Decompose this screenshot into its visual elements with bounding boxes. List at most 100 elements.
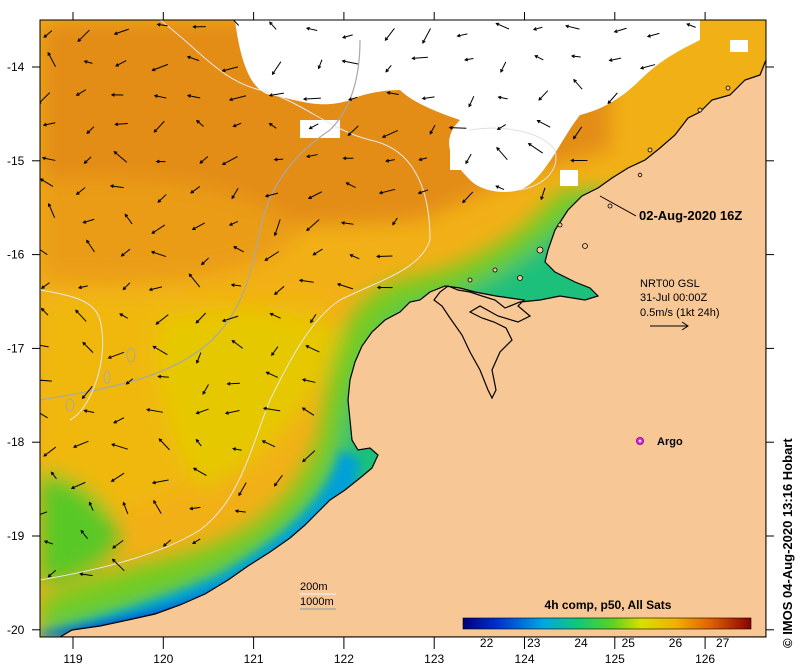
colorbar-tick-label: 22: [480, 636, 494, 650]
current-vector: [42, 122, 56, 127]
current-vector: [157, 194, 167, 203]
current-vector: [81, 385, 93, 400]
current-vector: [151, 224, 166, 234]
current-vector: [40, 282, 50, 289]
y-tick-label: -14: [7, 60, 25, 74]
current-vector: [119, 313, 128, 319]
current-vector: [342, 156, 354, 161]
current-vector: [200, 257, 210, 266]
current-vector: [273, 474, 283, 487]
current-vector: [83, 156, 92, 164]
kimberley-coast-land: [58, 59, 766, 637]
current-vector: [47, 202, 56, 219]
colorbar-ticks: 22 23 24 25 26 27: [480, 636, 730, 650]
current-vector: [306, 154, 318, 159]
current-vector: [527, 142, 543, 154]
colorbar-title: 4h comp, p50, All Sats: [545, 598, 672, 612]
credit-label: © IMOS 04-Aug-2020 13:16 Hobart: [780, 438, 795, 648]
current-vector: [261, 440, 276, 448]
current-vector: [190, 186, 201, 194]
current-vector: [613, 27, 627, 33]
current-vector: [195, 408, 209, 415]
current-vector: [386, 91, 399, 96]
current-vector: [301, 407, 315, 416]
current-vector: [234, 509, 246, 514]
current-vector: [221, 315, 239, 323]
current-vector: [120, 248, 131, 257]
current-vector: [122, 501, 129, 515]
current-vector: [238, 482, 247, 497]
current-vector: [192, 24, 206, 29]
current-vector: [192, 467, 207, 477]
current-vector: [429, 124, 436, 135]
x-tick-label: 119: [63, 652, 82, 666]
current-vector: [77, 29, 90, 43]
current-vector: [196, 119, 204, 127]
current-vector: [341, 34, 353, 39]
current-vector: [43, 540, 54, 545]
current-vector: [536, 119, 551, 128]
current-vector: [464, 57, 474, 62]
y-tick-label: -19: [7, 529, 25, 543]
current-vector: [310, 313, 317, 324]
coastal-islands: [467, 85, 731, 283]
current-vector: [500, 61, 507, 73]
current-vector: [40, 178, 54, 187]
current-vector: [273, 219, 281, 237]
current-vector: [418, 157, 428, 162]
y-axis: -14 -15 -16 -17 -18 -19 -20: [7, 60, 774, 637]
current-vector: [532, 26, 543, 31]
current-vector: [75, 309, 87, 322]
current-vector: [199, 156, 209, 164]
scale-arrow: [650, 321, 689, 331]
argo-label: Argo: [657, 436, 683, 448]
current-vector: [148, 286, 163, 292]
current-vector: [570, 54, 581, 59]
depth-legend-1000m: 1000m: [300, 596, 334, 608]
current-vector: [421, 96, 435, 101]
current-vector: [111, 443, 128, 450]
current-vector: [273, 285, 285, 296]
current-vector: [307, 191, 323, 199]
contour-west: [40, 289, 104, 421]
map-frame: [39, 19, 767, 638]
current-info-line-1: NRT00 GSL: [640, 278, 700, 290]
current-vector: [125, 378, 134, 385]
y-tick-label: -18: [7, 435, 25, 449]
warm-upper-patch: [40, 177, 300, 283]
x-tick-label: 125: [605, 652, 625, 666]
contour-200m: [40, 20, 431, 581]
current-vector: [301, 378, 316, 383]
colorbar: 4h comp, p50, All Sats 22 23 24 25 26 27: [455, 594, 753, 650]
current-vector: [302, 97, 321, 101]
current-vector: [86, 126, 95, 134]
current-vector: [107, 351, 125, 359]
current-vector: [83, 60, 93, 64]
current-vector: [72, 440, 89, 448]
x-tick-label: 121: [244, 652, 264, 666]
current-vector: [191, 222, 205, 230]
x-tick-label: 120: [153, 652, 173, 666]
current-vector: [40, 249, 48, 256]
current-vector: [465, 153, 472, 165]
current-vector: [153, 94, 167, 99]
current-vector: [496, 124, 507, 131]
date-label-leader: [599, 195, 637, 217]
depth-legend-200m: 200m: [300, 581, 328, 593]
current-vector: [462, 191, 474, 204]
current-vector: [195, 352, 202, 364]
current-vector: [153, 120, 165, 133]
current-vector: [392, 217, 398, 226]
current-vector: [345, 182, 356, 188]
current-vector: [151, 63, 169, 72]
current-vector: [43, 30, 53, 38]
current-vector: [456, 33, 468, 38]
current-vector: [228, 221, 239, 226]
current-vectors: [40, 20, 696, 578]
current-vector: [534, 55, 544, 61]
current-vector: [269, 21, 277, 30]
current-vector: [40, 379, 52, 382]
current-vector: [540, 187, 546, 201]
argo-marker: [636, 437, 644, 445]
current-vector: [152, 345, 168, 356]
